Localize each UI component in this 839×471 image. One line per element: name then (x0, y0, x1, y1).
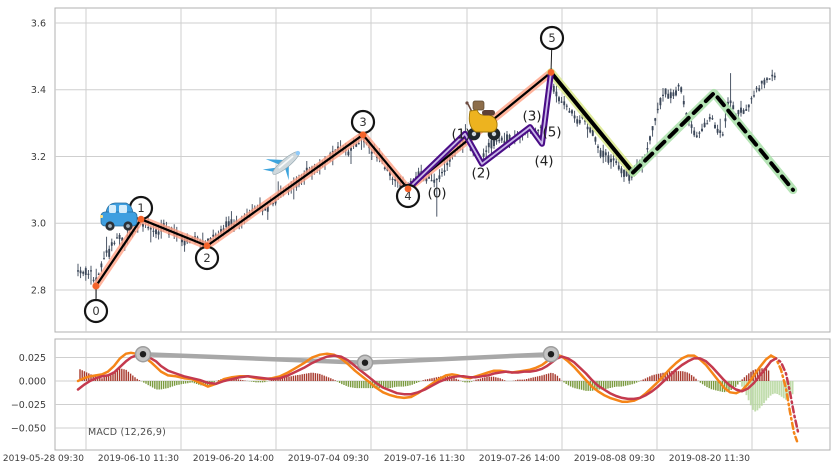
scooter-mirror (465, 101, 469, 105)
subwave-line-core (407, 71, 552, 190)
wave-layer (92, 68, 798, 290)
subwave-label: (3) (522, 109, 541, 125)
x-tick-label: 2019-06-10 11:30 (98, 454, 179, 464)
airplane-emoji (262, 150, 301, 181)
car-headlight (100, 215, 103, 218)
plane-windows (278, 155, 294, 169)
scooter-seat (482, 110, 495, 116)
x-tick-label: 2019-05-28 09:30 (3, 454, 84, 464)
macd-histogram-positive (79, 368, 770, 381)
car-hub (108, 224, 112, 228)
macd-layer (76, 345, 800, 443)
wave-circle-label: 5 (548, 31, 555, 45)
scooter-bag (472, 100, 485, 111)
x-tick-label: 2019-06-20 14:00 (193, 454, 274, 464)
macd-indicator-label: MACD (12,26,9) (88, 427, 166, 438)
y-tick-label: −0.050 (11, 423, 46, 434)
wave-circle (395, 183, 421, 209)
subwave-label: (4) (534, 154, 553, 170)
car-hub (126, 224, 130, 228)
projection-solid-line (549, 70, 635, 175)
x-tick-label: 2019-08-20 11:30 (669, 454, 750, 464)
y-tick-label: 3.0 (31, 219, 46, 230)
pivot-marker-core (139, 351, 147, 358)
projection-dashed-line (631, 91, 795, 192)
car-window (119, 205, 127, 213)
x-tick-label: 2019-07-04 09:30 (288, 454, 369, 464)
scooter-hub (471, 131, 477, 137)
y-tick-label: 0.025 (19, 353, 46, 364)
subwave-label: (0) (427, 186, 446, 202)
signal-line (76, 354, 773, 401)
plane-nose (295, 150, 301, 156)
x-tick-label: 2019-08-08 09:30 (574, 454, 655, 464)
emoji-layer (100, 100, 501, 231)
macd-line (76, 351, 773, 403)
pivot-marker-core (547, 351, 555, 358)
y-tick-label: 3.6 (31, 18, 46, 29)
scooter-hub (491, 131, 497, 137)
wave-circle (539, 25, 565, 51)
x-tick-label: 2019-07-16 11:30 (384, 454, 465, 464)
y-tick-label: 0.000 (19, 376, 46, 387)
wave-circle-label: 4 (404, 189, 411, 203)
wave-circle-label: 3 (359, 115, 366, 129)
wave-pivot-dot (359, 131, 367, 139)
wave-circle-label: 2 (203, 251, 210, 265)
y-tick-label: 2.8 (31, 285, 46, 296)
subwave-label: (5) (542, 125, 561, 141)
y-tick-label: 3.2 (31, 152, 46, 163)
car-window (109, 205, 116, 213)
wave-pivot-dot (404, 185, 412, 193)
wave-pivot-dot (92, 282, 100, 290)
scooter-body (468, 109, 498, 133)
signal-line-forecast (769, 357, 800, 434)
x-tick-label: 2019-07-26 14:00 (479, 454, 560, 464)
subwave-label: (1) (451, 127, 470, 143)
wave-pivot-dot (137, 215, 145, 223)
wave-pivot-dot (203, 242, 211, 250)
axis-labels: 3.63.43.23.02.80.0250.000−0.025−0.050201… (3, 18, 750, 464)
car-emoji (100, 202, 138, 231)
wave-circle-label: 0 (92, 304, 99, 318)
subwave-label: (2) (471, 166, 490, 182)
y-tick-label: −0.025 (11, 400, 46, 411)
pivot-marker-core (361, 359, 369, 366)
annotation-layer: 0 1 2 3 4 5 (0) (1) (2) (3) (4) (5) (83, 25, 565, 324)
price-panel (54, 7, 831, 333)
y-tick-label: 3.4 (31, 85, 46, 96)
plane-tailfin (262, 167, 276, 172)
wave-pivot-dot (547, 69, 555, 76)
wave-circle-label: 1 (137, 201, 144, 215)
wave-circle (83, 298, 109, 324)
scooter-emoji (465, 100, 501, 141)
